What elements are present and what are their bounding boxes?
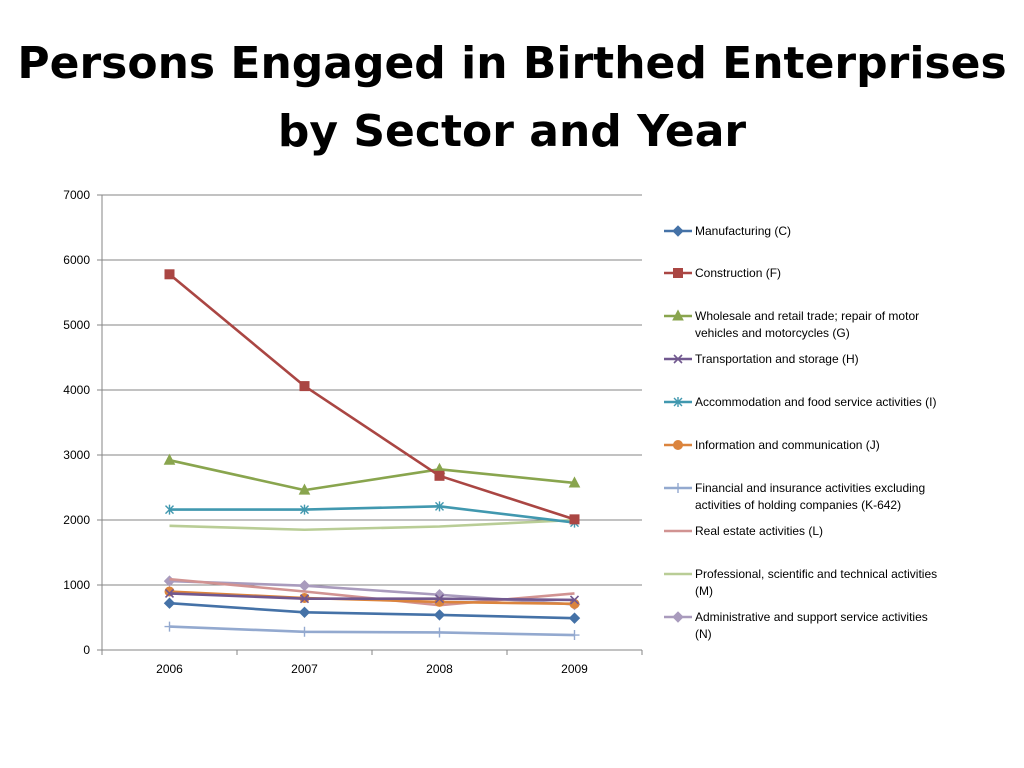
legend-swatch-marker [673, 268, 683, 278]
x-tick-label: 2009 [561, 662, 588, 676]
legend-label: Construction (F) [695, 266, 781, 280]
y-tick-label: 3000 [63, 448, 90, 462]
legend-label: activities of holding companies (K-642) [695, 498, 901, 512]
legend-swatch-marker [673, 483, 683, 493]
legend-label: Information and communication (J) [695, 438, 880, 452]
legend-swatch-marker [672, 611, 684, 623]
data-point [568, 476, 581, 488]
legend-label: (N) [695, 627, 712, 641]
x-tick-label: 2006 [156, 662, 183, 676]
legend-label: Wholesale and retail trade; repair of mo… [695, 309, 919, 323]
series-line [169, 518, 575, 532]
legend-label: Administrative and support service activ… [695, 610, 928, 624]
series-line [169, 625, 575, 637]
data-point [435, 501, 444, 512]
data-point [568, 612, 581, 624]
x-tick-label: 2007 [291, 662, 318, 676]
data-point [299, 381, 310, 392]
y-tick-label: 1000 [63, 578, 90, 592]
data-point [165, 504, 174, 515]
data-point [164, 269, 175, 280]
legend-label: Real estate activities (L) [695, 524, 823, 538]
legend-swatch-marker [673, 440, 683, 450]
y-tick-label: 4000 [63, 383, 90, 397]
series-line [169, 505, 575, 524]
series-line [169, 592, 575, 602]
series-line [168, 273, 575, 521]
data-point [299, 594, 310, 604]
legend-label: Professional, scientific and technical a… [695, 567, 937, 581]
legend-swatch-marker [673, 397, 683, 407]
legend-label: vehicles and motorcycles (G) [695, 326, 850, 340]
series-line [169, 458, 575, 492]
slide-title: Persons Engaged in Birthed Enterprises b… [0, 30, 1024, 166]
y-tick-label: 2000 [63, 513, 90, 527]
legend-label: Transportation and storage (H) [695, 352, 859, 366]
slide-title-line-1: Persons Engaged in Birthed Enterprises [17, 38, 1007, 89]
data-point [163, 597, 176, 609]
y-tick-label: 7000 [63, 188, 90, 202]
data-point [569, 630, 580, 641]
data-point [569, 514, 580, 525]
data-point [569, 595, 580, 605]
data-point [300, 504, 309, 515]
x-tick-label: 2008 [426, 662, 453, 676]
legend-label: Accommodation and food service activitie… [695, 395, 936, 409]
data-point [163, 453, 176, 465]
slide-title-line-2: by Sector and Year [277, 106, 747, 157]
y-tick-label: 5000 [63, 318, 90, 332]
legend-swatch-marker [672, 309, 684, 321]
data-point [164, 621, 175, 632]
data-point [298, 579, 311, 592]
legend-swatch-marker [672, 225, 684, 237]
series-line [169, 601, 575, 620]
legend-label: Financial and insurance activities exclu… [695, 481, 925, 495]
y-tick-label: 6000 [63, 253, 90, 267]
data-point [434, 594, 445, 604]
data-point [298, 606, 311, 619]
data-point [434, 470, 445, 481]
data-point [298, 483, 311, 495]
legend-swatch-marker [673, 354, 683, 364]
y-tick-label: 0 [83, 643, 90, 657]
legend-label: Manufacturing (C) [695, 224, 791, 238]
data-point [299, 626, 310, 637]
data-point [164, 588, 175, 599]
legend-label: (M) [695, 584, 713, 598]
data-point [434, 627, 445, 638]
data-point [433, 609, 446, 621]
